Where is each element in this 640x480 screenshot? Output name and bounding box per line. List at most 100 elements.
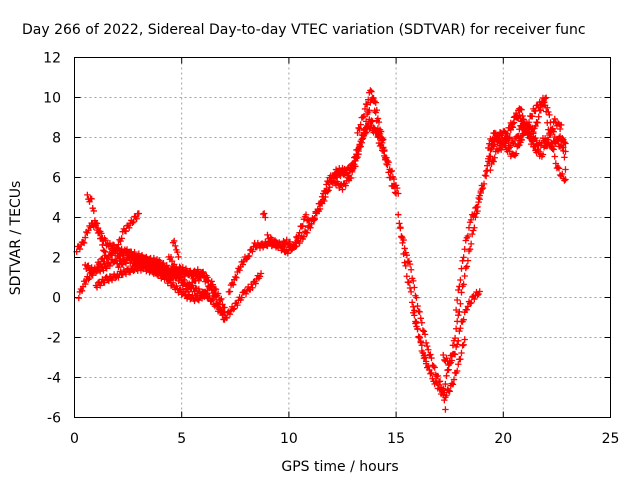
data-point [411, 312, 418, 319]
data-point [246, 252, 253, 260]
data-point [476, 288, 483, 295]
data-point [123, 246, 131, 253]
data-point [554, 138, 562, 145]
data-point [460, 254, 467, 261]
data-point [411, 284, 418, 291]
data-point [549, 125, 556, 132]
data-point [358, 139, 365, 146]
data-point [330, 175, 338, 183]
y-tick-label: -4 [47, 371, 61, 387]
data-point [452, 306, 460, 314]
data-point [458, 349, 465, 357]
data-point [130, 218, 137, 226]
data-point [170, 272, 178, 279]
data-point [554, 164, 562, 171]
plot-frame [74, 57, 611, 418]
data-point [482, 172, 490, 180]
data-point [527, 125, 535, 133]
data-point [311, 214, 318, 222]
data-point [249, 248, 256, 255]
data-point [308, 220, 315, 227]
data-point [374, 115, 382, 122]
data-point [352, 157, 359, 165]
data-point [388, 167, 396, 175]
data-point [471, 224, 478, 231]
data-point [446, 388, 453, 395]
data-point [562, 140, 569, 147]
data-point [425, 346, 432, 353]
data-point [381, 147, 388, 155]
data-point [508, 121, 516, 128]
y-tick-label: 10 [43, 91, 61, 107]
data-point [195, 277, 203, 284]
data-point [135, 210, 143, 217]
data-point [408, 299, 416, 306]
data-point [461, 272, 468, 280]
data-point [451, 351, 459, 358]
data-point [204, 277, 211, 284]
data-point [533, 137, 540, 145]
data-point [521, 120, 528, 128]
data-point [339, 164, 346, 172]
data-point [174, 248, 181, 256]
data-point [380, 144, 387, 152]
data-point [449, 381, 457, 388]
data-point [351, 163, 358, 170]
data-point [370, 94, 377, 102]
data-point [186, 291, 193, 298]
data-point [146, 255, 153, 263]
data-point [458, 265, 465, 272]
data-point [181, 279, 189, 287]
data-point [122, 228, 130, 235]
data-point [278, 244, 285, 251]
data-point [295, 232, 302, 240]
data-point [355, 124, 362, 132]
data-point [194, 268, 201, 276]
data-point [356, 125, 363, 132]
data-point [167, 253, 175, 261]
data-point [376, 142, 384, 150]
data-point [425, 362, 432, 370]
data-point [403, 273, 411, 280]
data-point [527, 133, 535, 141]
data-point [421, 352, 429, 359]
data-point [133, 215, 140, 222]
data-point [135, 250, 143, 257]
data-point [456, 308, 463, 316]
data-point [337, 182, 344, 189]
data-point [341, 170, 348, 178]
data-point [401, 259, 408, 266]
data-point [118, 235, 125, 242]
data-point [249, 284, 256, 291]
data-point [172, 242, 179, 250]
data-point [78, 287, 86, 294]
y-tick-label: -2 [47, 331, 61, 347]
data-point [304, 216, 312, 223]
data-point [402, 262, 409, 270]
data-point [97, 260, 104, 268]
data-point [252, 280, 259, 287]
data-point [148, 262, 155, 269]
data-point [509, 139, 517, 146]
data-point [448, 352, 456, 359]
x-tick-label: 0 [70, 431, 79, 447]
data-point [188, 283, 195, 291]
data-point [264, 231, 271, 239]
data-point [559, 135, 566, 142]
data-point [518, 106, 525, 113]
data-point [175, 253, 182, 261]
data-point [477, 189, 484, 197]
data-point [393, 184, 401, 192]
data-point [136, 258, 144, 265]
data-point [209, 295, 216, 303]
data-point [233, 274, 240, 281]
data-point [184, 271, 192, 278]
y-tick-label: 6 [52, 171, 61, 187]
data-point [459, 342, 466, 349]
data-point [75, 294, 82, 302]
data-point [512, 150, 520, 157]
data-point [359, 114, 367, 121]
data-point [359, 135, 367, 142]
y-tick-label: 12 [43, 51, 61, 67]
data-point [551, 115, 558, 123]
